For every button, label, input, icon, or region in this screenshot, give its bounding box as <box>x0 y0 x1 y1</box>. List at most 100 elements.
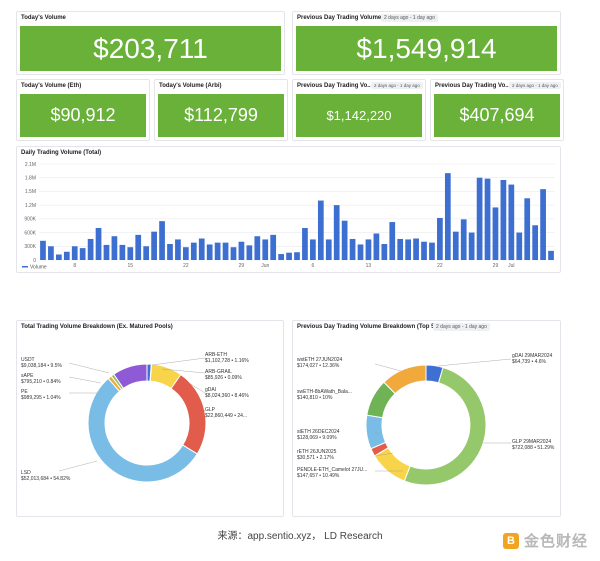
slice-value: $1,102,728 • 1.16% <box>205 358 249 364</box>
volume-bar[interactable] <box>103 244 110 260</box>
date-range-badge[interactable]: 2 days ago - 1 day ago <box>381 14 438 22</box>
volume-bar[interactable] <box>508 184 515 260</box>
slice-value: $147,657 • 10.49% <box>297 473 340 479</box>
watermark-logo: B 金色财经 <box>502 530 588 551</box>
donut-slice[interactable] <box>170 373 207 455</box>
slice-name: USDT <box>21 357 35 363</box>
volume-bar[interactable] <box>460 219 467 260</box>
volume-bar[interactable] <box>183 247 189 260</box>
volume-bar[interactable] <box>286 252 292 260</box>
volume-bar[interactable] <box>63 251 70 260</box>
slice-label: stETH 26DEC2024 $128,069 • 9.09% <box>297 429 340 441</box>
volume-bar[interactable] <box>302 228 308 260</box>
x-tick-label: 22 <box>183 263 189 269</box>
volume-bar[interactable] <box>532 225 539 260</box>
donut-slice[interactable] <box>383 364 427 395</box>
y-tick-label: 600K <box>24 230 36 236</box>
x-tick-label: 29 <box>239 263 245 269</box>
donut-slice[interactable] <box>87 377 198 483</box>
volume-bar[interactable] <box>492 207 499 260</box>
card-title: Previous Day Trading Vo... <box>435 83 511 89</box>
date-range-badge[interactable]: 2 days ago - 1 day ago <box>509 82 561 89</box>
volume-bar[interactable] <box>357 244 364 260</box>
volume-bar[interactable] <box>222 242 229 260</box>
volume-bar[interactable] <box>175 239 181 260</box>
slice-name: GLP <box>205 407 216 413</box>
volume-bar[interactable] <box>111 236 118 260</box>
volume-bar[interactable] <box>190 242 197 260</box>
date-range-badge[interactable]: 2 days ago - 1 day ago <box>433 323 490 331</box>
total-breakdown-donut <box>58 357 207 483</box>
volume-bar[interactable] <box>325 239 332 260</box>
card-today-arbi: Today's Volume (Arbi) $112,799 <box>154 79 288 141</box>
volume-bar[interactable] <box>437 217 443 260</box>
volume-bar[interactable] <box>397 238 404 260</box>
legend-label[interactable]: Volume <box>30 265 47 271</box>
volume-bar[interactable] <box>381 244 388 260</box>
volume-bar[interactable] <box>540 189 546 260</box>
volume-bar[interactable] <box>349 238 356 260</box>
volume-bar[interactable] <box>87 238 94 260</box>
volume-bar[interactable] <box>246 245 253 260</box>
slice-name: GLP 29MAR2024 <box>512 439 552 445</box>
volume-bar[interactable] <box>373 233 380 260</box>
volume-bar[interactable] <box>476 177 483 260</box>
volume-bar[interactable] <box>270 234 277 260</box>
volume-bar[interactable] <box>468 232 475 260</box>
volume-bar[interactable] <box>421 241 427 260</box>
volume-bar[interactable] <box>119 244 126 260</box>
volume-bar[interactable] <box>230 247 237 260</box>
volume-bar[interactable] <box>262 239 269 260</box>
volume-bar[interactable] <box>48 246 54 260</box>
volume-bar[interactable] <box>317 200 324 260</box>
volume-bar[interactable] <box>167 244 173 260</box>
volume-bar[interactable] <box>55 254 62 260</box>
card-value: $112,799 <box>158 94 284 137</box>
y-tick-label: 1.2M <box>25 203 36 209</box>
volume-bar[interactable] <box>135 234 142 260</box>
volume-bar[interactable] <box>151 231 157 260</box>
donut-slice[interactable] <box>403 366 487 486</box>
volume-bar[interactable] <box>143 246 150 260</box>
slice-label: LSD $52,013,684 • 54.82% <box>21 470 70 482</box>
volume-bar[interactable] <box>429 242 435 260</box>
volume-bar[interactable] <box>333 205 340 260</box>
slice-name: ARB-ETH <box>205 352 227 358</box>
volume-bar[interactable] <box>214 242 221 260</box>
volume-bar[interactable] <box>484 178 491 260</box>
volume-bar[interactable] <box>389 222 396 260</box>
volume-bar[interactable] <box>413 238 419 260</box>
volume-bar[interactable] <box>198 238 205 260</box>
slice-value: $989,295 • 1.04% <box>21 395 61 401</box>
leader-line <box>374 363 402 372</box>
volume-bar[interactable] <box>500 180 507 260</box>
card-prev-day-volume: Previous Day Trading Volume 2 days ago -… <box>292 11 561 75</box>
donut-slice[interactable] <box>365 414 387 450</box>
card-value: $90,912 <box>20 94 146 137</box>
volume-bar[interactable] <box>405 239 411 260</box>
leader-line <box>151 357 206 366</box>
volume-bar[interactable] <box>516 232 523 260</box>
volume-bar[interactable] <box>79 248 86 260</box>
volume-bar[interactable] <box>127 247 134 260</box>
leader-line <box>188 382 206 394</box>
volume-bar[interactable] <box>365 239 372 260</box>
volume-bar[interactable] <box>452 231 459 260</box>
slice-value: $128,069 • 9.09% <box>297 435 337 441</box>
volume-bar[interactable] <box>238 241 245 260</box>
donut-slice[interactable] <box>113 363 148 389</box>
volume-bar[interactable] <box>40 240 46 260</box>
volume-bar[interactable] <box>548 250 554 260</box>
volume-bar[interactable] <box>341 220 348 260</box>
volume-bar[interactable] <box>159 221 165 260</box>
volume-bar[interactable] <box>524 198 531 260</box>
volume-bar[interactable] <box>310 239 316 260</box>
volume-bar[interactable] <box>71 246 78 260</box>
volume-bar[interactable] <box>444 173 451 260</box>
volume-bar[interactable] <box>278 254 284 260</box>
volume-bar[interactable] <box>206 244 213 260</box>
volume-bar[interactable] <box>95 228 102 260</box>
date-range-badge[interactable]: 2 days ago - 1 day ago <box>371 82 423 89</box>
volume-bar[interactable] <box>294 252 300 260</box>
volume-bar[interactable] <box>254 236 261 260</box>
